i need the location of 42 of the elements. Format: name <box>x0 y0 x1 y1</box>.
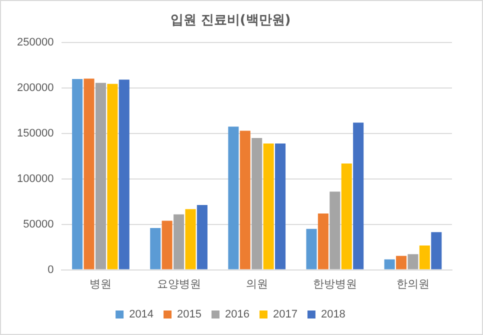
bar <box>408 254 418 270</box>
x-tick-label: 의원 <box>246 277 268 290</box>
y-tick-label: 50000 <box>23 218 54 230</box>
legend-label: 2017 <box>272 308 298 321</box>
bar <box>275 143 286 270</box>
bar <box>150 228 161 270</box>
bar <box>353 122 364 270</box>
bar <box>431 232 442 270</box>
bar <box>384 259 395 270</box>
x-tick-label: 한방병원 <box>312 277 357 290</box>
bar <box>252 138 262 270</box>
bar <box>396 256 407 270</box>
y-tick-label: 150000 <box>16 128 54 140</box>
legend-label: 2015 <box>177 308 202 321</box>
y-tick-label: 0 <box>48 264 54 276</box>
legend-label: 2018 <box>320 308 346 321</box>
bar <box>263 143 274 270</box>
chart-title: 입원 진료비(백만원) <box>170 13 291 28</box>
y-tick-label: 100000 <box>16 172 54 185</box>
bar <box>95 82 106 270</box>
bar <box>185 209 196 270</box>
bar <box>84 78 94 270</box>
legend-label: 2014 <box>129 308 154 321</box>
x-tick-label: 한의원 <box>396 277 430 290</box>
bar <box>196 205 208 270</box>
y-tick-label: 200000 <box>16 82 54 94</box>
x-tick-label: 요양병원 <box>156 277 201 290</box>
bar <box>318 213 328 270</box>
legend-label: 2016 <box>225 308 250 321</box>
bar <box>174 214 184 270</box>
bar <box>107 84 118 270</box>
bar <box>118 80 130 270</box>
bar <box>341 163 352 270</box>
x-tick-label: 병원 <box>90 277 112 290</box>
bar <box>72 78 83 270</box>
y-tick-label: 250000 <box>16 36 54 49</box>
bar <box>306 228 317 270</box>
bar <box>330 192 340 270</box>
bar <box>240 130 250 270</box>
bar <box>162 220 172 270</box>
bar <box>419 245 430 270</box>
bar <box>228 126 239 270</box>
